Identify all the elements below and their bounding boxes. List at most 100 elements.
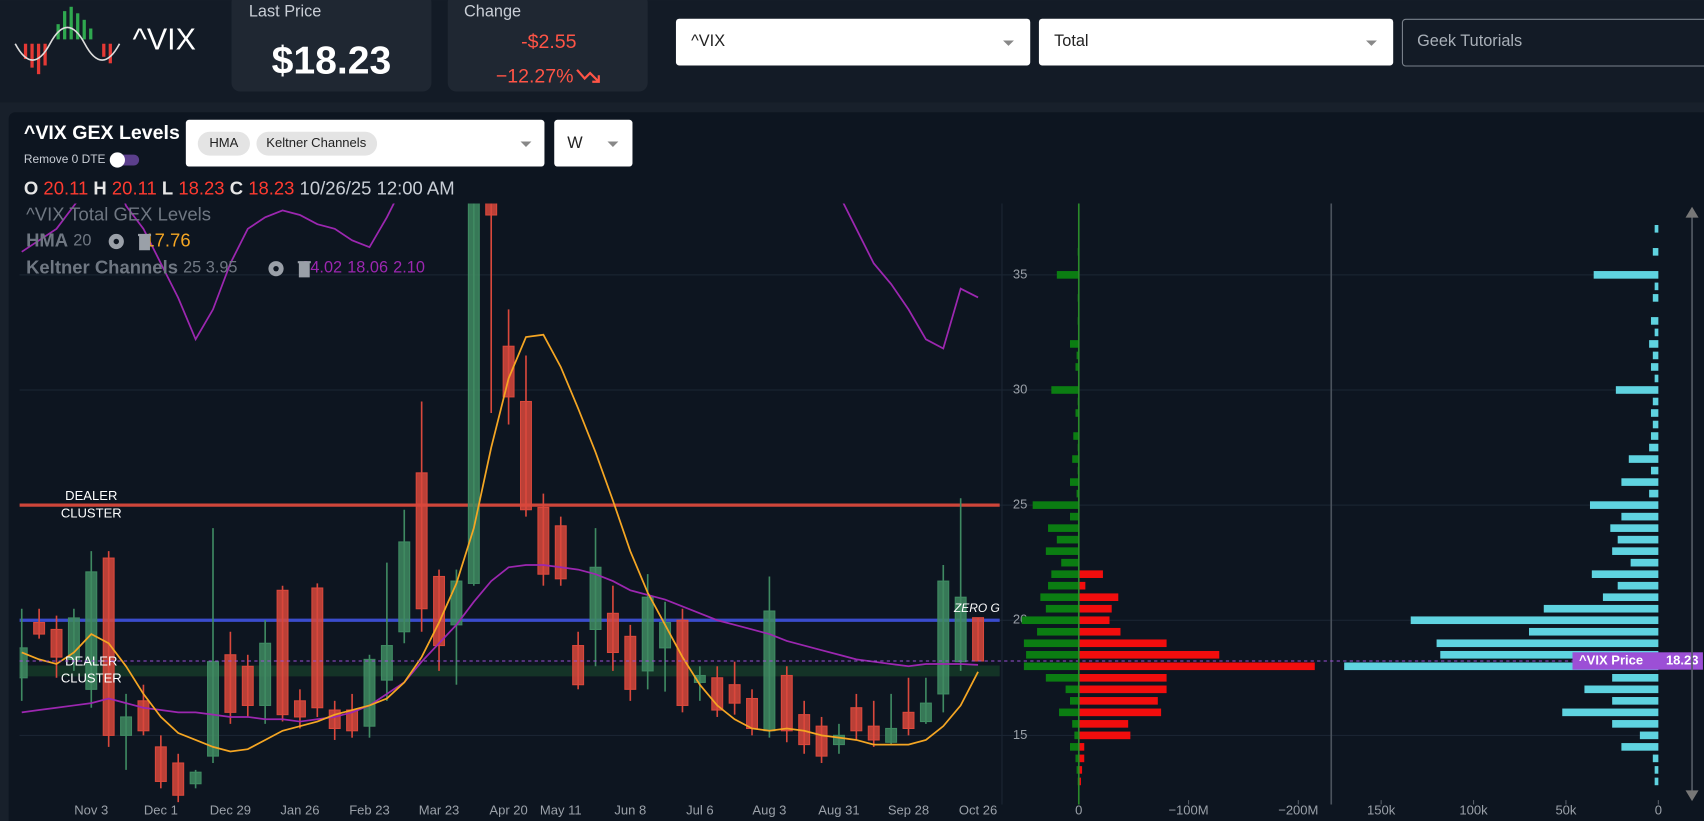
- gex-bar: [1021, 616, 1079, 625]
- x-tick-label: May 11: [540, 802, 582, 817]
- gex-bar: [1654, 777, 1659, 786]
- level-label: DEALER CLUSTER: [60, 487, 122, 521]
- candle-body: [589, 566, 602, 630]
- candle-body: [85, 571, 98, 690]
- ohlc-value: 20.11: [43, 177, 88, 198]
- toggle-knob: [109, 152, 125, 168]
- gex-bar: [1652, 754, 1659, 763]
- candle-body: [311, 587, 324, 709]
- legend-params: 25 3.95: [183, 259, 237, 277]
- chart-title: ^VIX GEX Levels: [24, 122, 180, 144]
- candle-body: [711, 677, 724, 711]
- gex-bar: [1075, 754, 1079, 763]
- candle-body: [189, 771, 202, 785]
- gex-bar: [1589, 501, 1659, 509]
- candle-body: [415, 472, 428, 610]
- gex-bar: [1078, 754, 1085, 763]
- gex-bar: [1649, 489, 1659, 498]
- gex-bar: [1069, 478, 1079, 486]
- gex-bar: [1078, 673, 1167, 682]
- chip-label: Keltner Channels: [266, 135, 366, 150]
- candle-body: [520, 400, 532, 511]
- gex-bar: [1069, 512, 1079, 521]
- gex-bar: [1630, 558, 1659, 567]
- caret: [1366, 40, 1377, 46]
- down-arrow: [576, 69, 600, 83]
- candle-body: [67, 617, 80, 660]
- candle-body: [502, 345, 515, 398]
- gex-bar: [1078, 581, 1086, 590]
- trash-icon[interactable]: [138, 233, 152, 251]
- candle-body: [693, 674, 706, 683]
- gex-bar: [1621, 743, 1659, 751]
- chip[interactable]: [197, 131, 250, 156]
- candle-body: [676, 619, 689, 706]
- plot: 15 20 25 30 35 DEALER CLUSTER ZERO G DEALER CLU…: [19, 203, 1703, 817]
- gex-bar: [1612, 720, 1659, 728]
- legend-value: 2.10: [393, 259, 425, 277]
- gex-bar: [1344, 662, 1659, 671]
- candle-body: [919, 702, 932, 723]
- x-tick-label: 0: [1655, 802, 1662, 817]
- x-tick-label: 150k: [1367, 802, 1396, 817]
- candle-body: [624, 635, 637, 690]
- gex-bar: [1610, 524, 1659, 532]
- gex-bar: [1612, 673, 1659, 682]
- candle-body: [50, 628, 63, 658]
- x-tick-label: −100M: [1168, 802, 1208, 817]
- legend-title: ^VIX Total GEX Levels: [26, 203, 211, 224]
- gex-bar: [1048, 581, 1079, 590]
- gex-bar: [1051, 386, 1079, 394]
- gex-bar: [1069, 697, 1079, 705]
- interval-select[interactable]: [554, 119, 633, 167]
- gex-bar: [1078, 593, 1119, 602]
- gex-bar: [1621, 478, 1659, 486]
- gex-bar: [1078, 731, 1131, 740]
- y-tick-label: 30: [1013, 381, 1027, 396]
- candle-body: [832, 734, 845, 746]
- x-tick-label: −200M: [1278, 802, 1318, 817]
- gex-bar: [1628, 455, 1659, 463]
- x-tick-label: Dec 1: [144, 802, 178, 817]
- x-tick-label: Nov 3: [74, 802, 108, 817]
- scrollbar[interactable]: [1685, 206, 1699, 802]
- candle-body: [728, 684, 741, 704]
- ohlc-key: H: [93, 177, 106, 198]
- gex-bar: [1065, 685, 1079, 694]
- ticker-value: ^VIX: [691, 32, 725, 50]
- gex-bar: [1615, 386, 1659, 394]
- gex-bar: [1639, 731, 1659, 740]
- legend-keltner: Keltner Channels 25 3.95 34.02 18.06 2.1…: [26, 257, 425, 278]
- price-tag: [1572, 652, 1703, 670]
- gex-bar: [1591, 570, 1659, 578]
- gex-bar: [1074, 731, 1079, 740]
- keltner-middle: [21, 564, 979, 723]
- gex-bar: [1650, 466, 1659, 475]
- gex-bar: [1654, 374, 1659, 383]
- candle-body: [641, 596, 654, 672]
- gex-bar: [1617, 535, 1659, 544]
- gex-bar: [1045, 673, 1079, 682]
- x-tick-label: Apr 20: [489, 802, 527, 817]
- ohlc-value: 20.11: [112, 177, 157, 198]
- gex-bar: [1649, 443, 1659, 452]
- legend-name: Keltner Channels: [26, 257, 178, 278]
- gex-bar: [1072, 720, 1079, 728]
- type-select[interactable]: [1038, 18, 1394, 66]
- ticker-select[interactable]: [675, 18, 1031, 66]
- chip[interactable]: [256, 131, 378, 156]
- candle-body: [554, 525, 567, 580]
- candle-body: [885, 727, 898, 743]
- gex-bar: [1078, 616, 1110, 625]
- gex-bar: [1059, 708, 1079, 717]
- hma-line: [21, 333, 979, 753]
- tutorials-select[interactable]: [1401, 18, 1704, 67]
- candle-body: [850, 707, 863, 732]
- x-tick-label: Jul 6: [686, 802, 714, 817]
- gex-bar: [1602, 593, 1659, 602]
- trash-icon[interactable]: [297, 261, 311, 278]
- ohlc-key: C: [230, 177, 243, 198]
- x-tick-label: Oct 26: [959, 802, 997, 817]
- interval-value: W: [567, 134, 583, 152]
